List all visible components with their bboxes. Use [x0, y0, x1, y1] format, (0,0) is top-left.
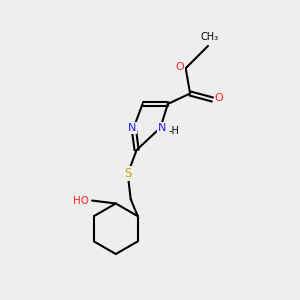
Text: HO: HO: [73, 196, 89, 206]
Text: N: N: [128, 123, 136, 133]
Text: CH₃: CH₃: [200, 32, 218, 42]
Text: O: O: [175, 62, 184, 72]
Text: O: O: [214, 93, 223, 103]
Text: N: N: [158, 123, 166, 133]
Text: -H: -H: [168, 126, 179, 136]
Text: S: S: [124, 167, 131, 180]
